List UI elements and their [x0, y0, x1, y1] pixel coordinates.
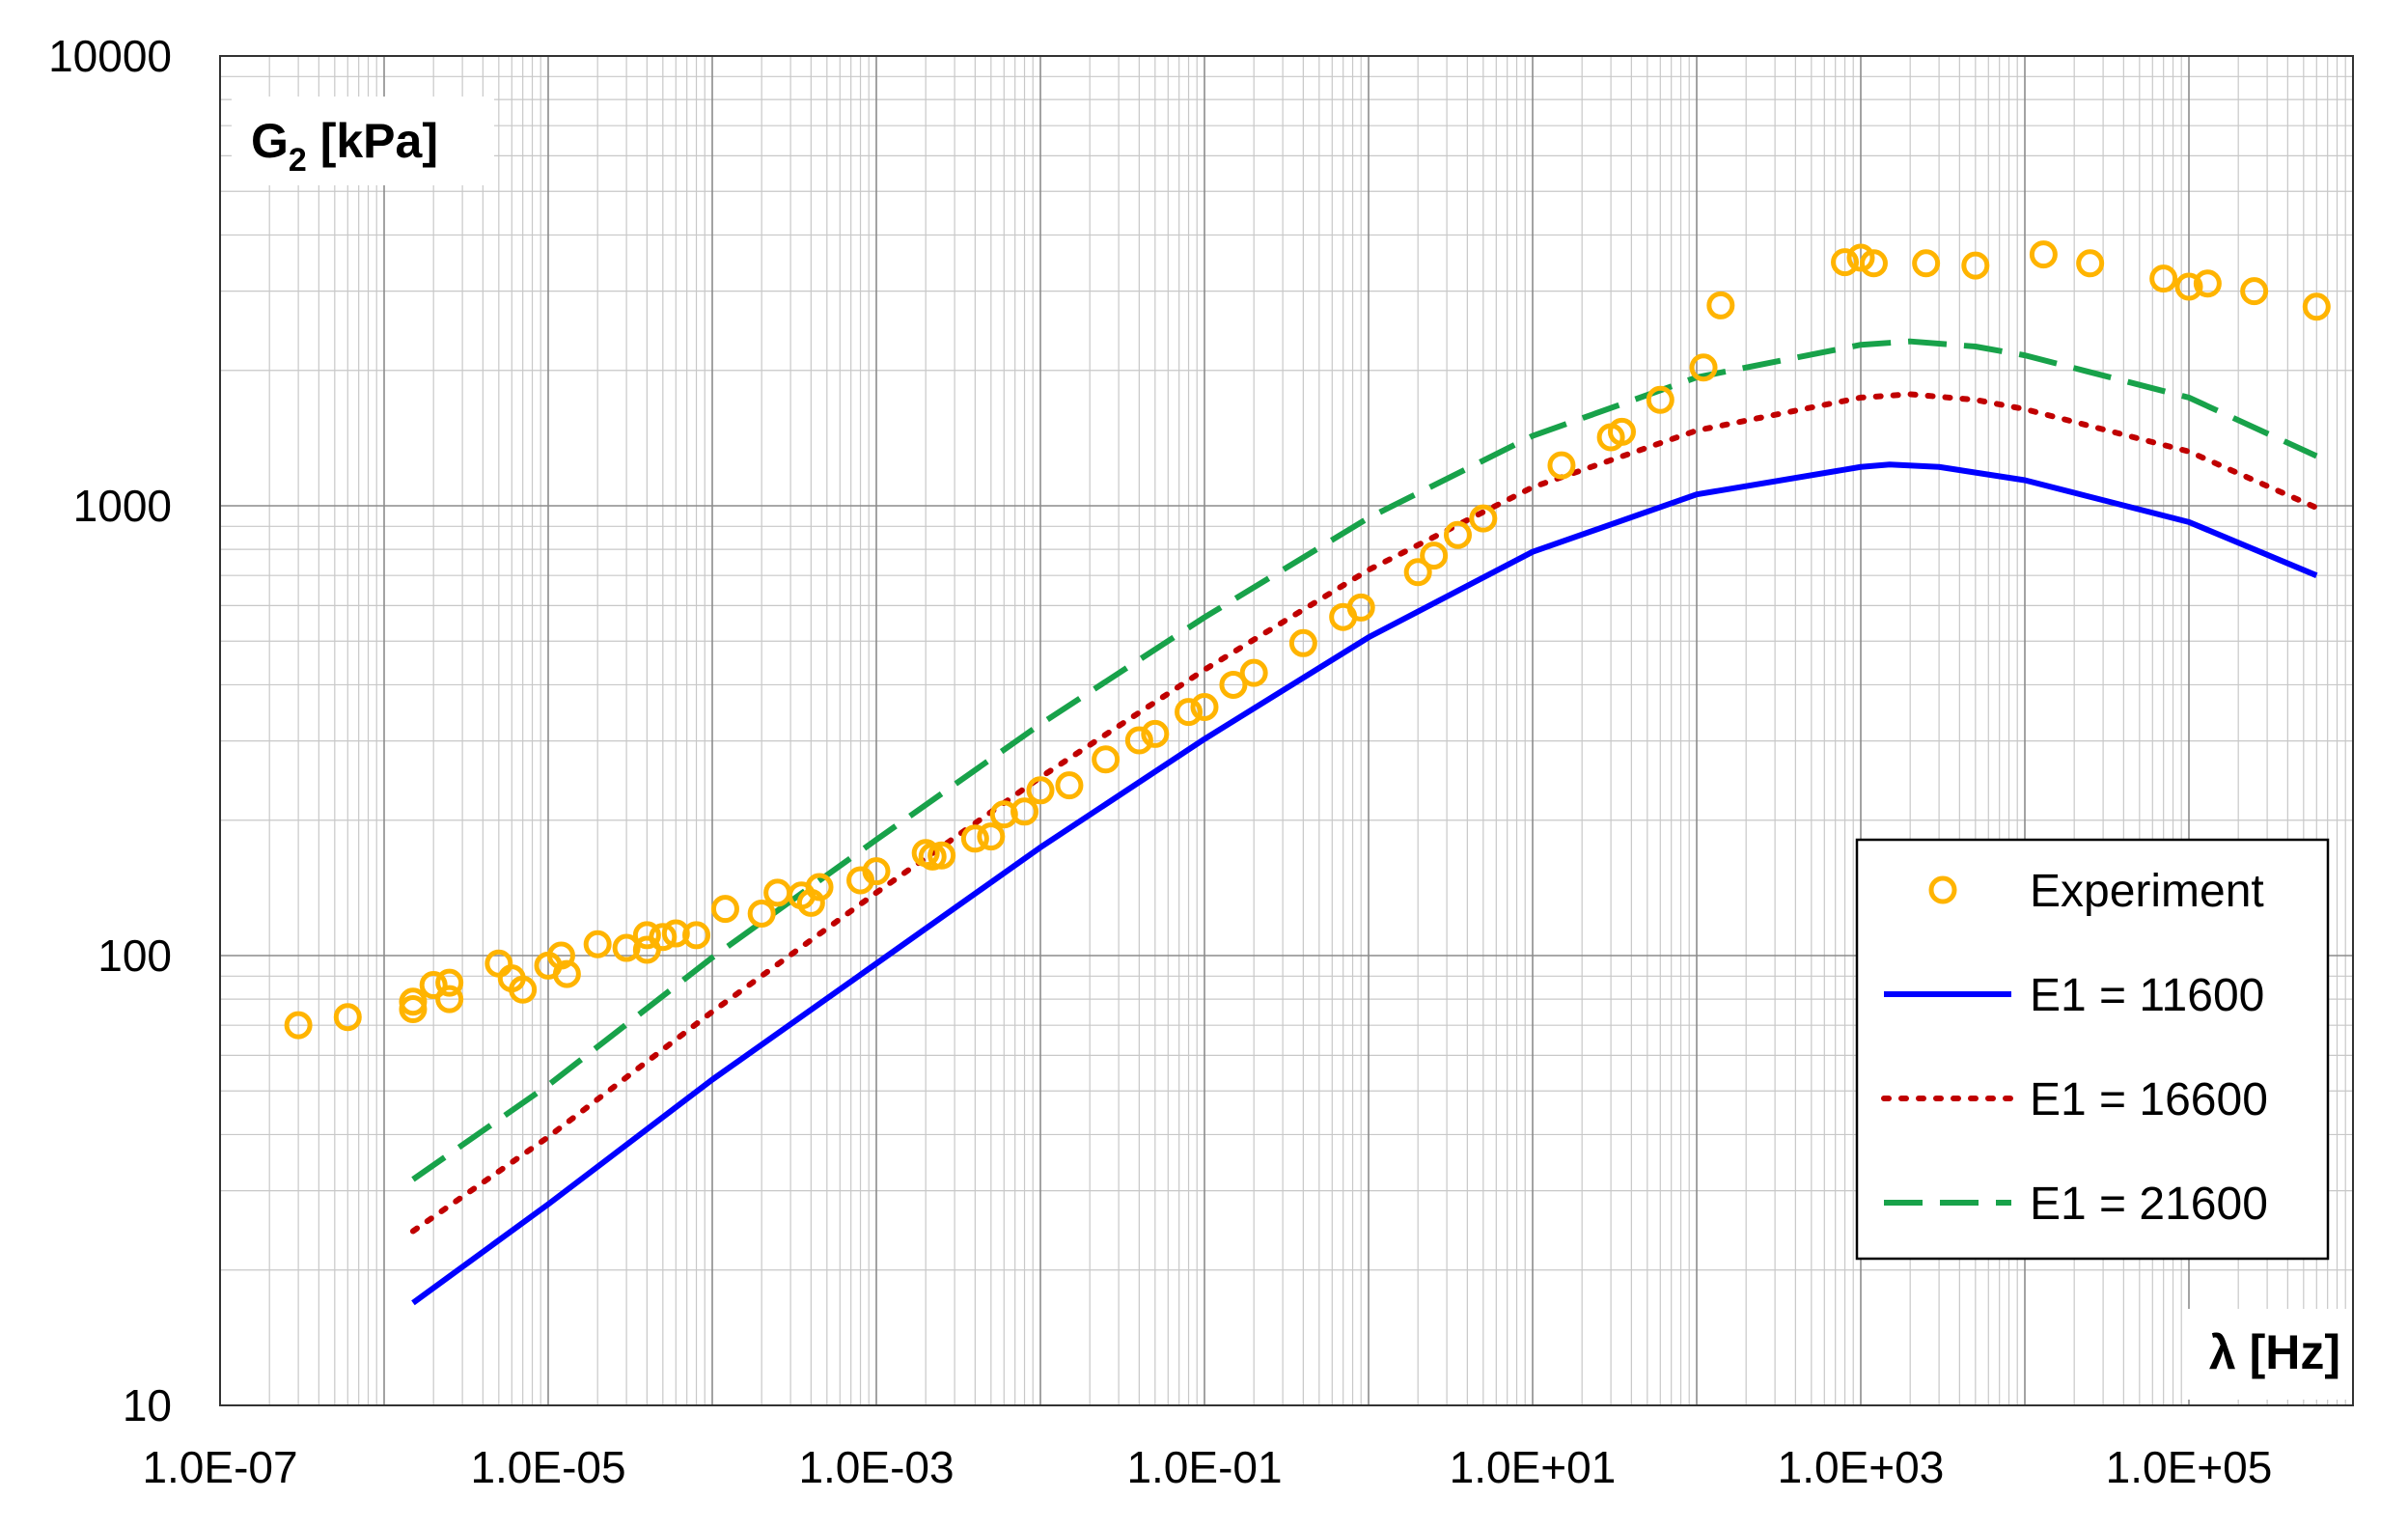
- x-tick-label: 1.0E-05: [470, 1442, 625, 1492]
- data-point-experiment: [2076, 249, 2105, 278]
- y-axis-label-subscript: 2: [289, 142, 307, 179]
- data-point-experiment: [1689, 353, 1718, 382]
- y-tick-label: 10000: [48, 31, 172, 81]
- tick-labels: 1.0E-07 1.0E-05 1.0E-03 1.0E-01 1.0E+01 1.0E+…: [48, 31, 2272, 1492]
- series-line-e1-16600: [409, 391, 2320, 1235]
- x-tick-label: 1.0E-03: [798, 1442, 954, 1492]
- legend-entry-e1-16600: E1 = 16600: [1881, 1074, 2268, 1125]
- x-tick-label: 1.0E-01: [1126, 1442, 1282, 1492]
- data-point-experiment: [546, 941, 575, 970]
- legend-label-e1-21600: E1 = 21600: [2030, 1179, 2268, 1230]
- data-point-experiment: [509, 975, 538, 1004]
- data-point-experiment: [649, 923, 678, 952]
- y-axis-label-unit: [kPa]: [307, 114, 438, 168]
- legend-entries: Experiment E1 = 11600 E1 = 16600 E1 = 21600: [1881, 866, 2268, 1230]
- x-axis-label: λ [Hz]: [2209, 1325, 2340, 1379]
- data-point-experiment: [583, 930, 612, 958]
- data-point-experiment: [632, 921, 661, 950]
- data-point-experiment: [661, 919, 690, 948]
- minor-gridlines: [220, 56, 2353, 1405]
- data-point-experiment: [1239, 658, 1268, 687]
- data-point-experiment: [1846, 243, 1875, 272]
- legend-label-e1-16600: E1 = 16600: [2030, 1074, 2268, 1125]
- data-point-experiment: [1346, 593, 1375, 622]
- data-point-experiment: [1646, 385, 1675, 414]
- y-tick-label: 100: [97, 930, 172, 981]
- data-point-experiment: [1026, 776, 1055, 805]
- data-point-experiment: [1055, 771, 1084, 800]
- data-point-experiment: [1547, 451, 1576, 480]
- plot-frame: [219, 55, 2354, 1406]
- legend-entry-e1-21600: E1 = 21600: [1884, 1179, 2268, 1230]
- data-point-experiment: [1961, 251, 1990, 280]
- data-point-experiment: [1859, 249, 1888, 278]
- x-tick-label: 1.0E+05: [2106, 1442, 2273, 1492]
- data-point-experiment: [1403, 558, 1432, 587]
- data-point-experiment: [1141, 719, 1170, 748]
- data-point-experiment: [435, 985, 464, 1013]
- data-point-experiment: [419, 971, 448, 1000]
- data-point-experiment: [1912, 249, 1941, 278]
- data-point-experiment: [1288, 628, 1317, 657]
- legend-swatch-experiment: [1928, 875, 1957, 904]
- data-point-experiment: [1443, 520, 1472, 549]
- y-axis-label-background: [232, 97, 494, 185]
- data-point-experiment: [435, 968, 464, 997]
- data-point-experiment: [1706, 291, 1735, 319]
- x-axis-label-background: [2186, 1309, 2347, 1400]
- data-point-experiment: [333, 1003, 362, 1032]
- x-tick-label: 1.0E+03: [1778, 1442, 1945, 1492]
- y-axis-label: G2 [kPa]: [251, 114, 438, 179]
- legend-label-experiment: Experiment: [2030, 866, 2264, 917]
- data-point-experiment: [1092, 745, 1121, 774]
- data-point-experiment: [1469, 504, 1498, 533]
- data-point-experiment: [612, 933, 641, 962]
- x-tick-label: 1.0E+01: [1450, 1442, 1617, 1492]
- data-point-experiment: [2240, 277, 2269, 306]
- y-tick-label: 1000: [73, 481, 172, 531]
- data-point-experiment: [977, 822, 1006, 851]
- y-tick-label: 10: [123, 1380, 172, 1430]
- data-point-experiment: [747, 899, 776, 928]
- data-point-experiment: [399, 987, 428, 1016]
- data-point-experiment: [1831, 248, 1860, 277]
- data-point-experiment: [1420, 541, 1449, 570]
- data-point-experiment: [284, 1011, 313, 1040]
- data-point-experiment: [1010, 797, 1039, 826]
- data-point-experiment: [1124, 726, 1153, 755]
- data-point-experiment: [552, 959, 581, 988]
- data-point-experiment: [710, 895, 739, 924]
- data-point-experiment: [1219, 670, 1248, 699]
- data-point-experiment: [805, 873, 834, 902]
- legend: Experiment E1 = 11600 E1 = 16600 E1 = 21600: [1855, 838, 2330, 1261]
- data-point-experiment: [1607, 417, 1636, 446]
- y-axis-label-main: G: [251, 114, 289, 168]
- data-point-experiment: [927, 841, 956, 870]
- data-point-experiment: [2193, 269, 2222, 298]
- data-point-experiment: [862, 857, 891, 886]
- data-point-experiment: [2302, 292, 2331, 321]
- legend-box: [1855, 838, 2330, 1261]
- x-tick-label: 1.0E-07: [142, 1442, 297, 1492]
- data-point-experiment: [2174, 272, 2203, 301]
- data-point-experiment: [2149, 264, 2178, 293]
- legend-entry-experiment: Experiment: [1928, 866, 2264, 917]
- series-line-e1-21600: [411, 338, 2318, 1182]
- series-layer: [284, 240, 2331, 1306]
- data-point-experiment: [1175, 698, 1204, 727]
- data-point-experiment: [682, 921, 711, 950]
- data-point-experiment: [960, 824, 989, 853]
- series-line-e1-11600: [411, 461, 2318, 1306]
- data-point-experiment: [1190, 692, 1219, 721]
- legend-entry-e1-11600: E1 = 11600: [1884, 970, 2264, 1021]
- legend-label-e1-11600: E1 = 11600: [2030, 970, 2264, 1021]
- data-point-experiment: [2029, 240, 2058, 269]
